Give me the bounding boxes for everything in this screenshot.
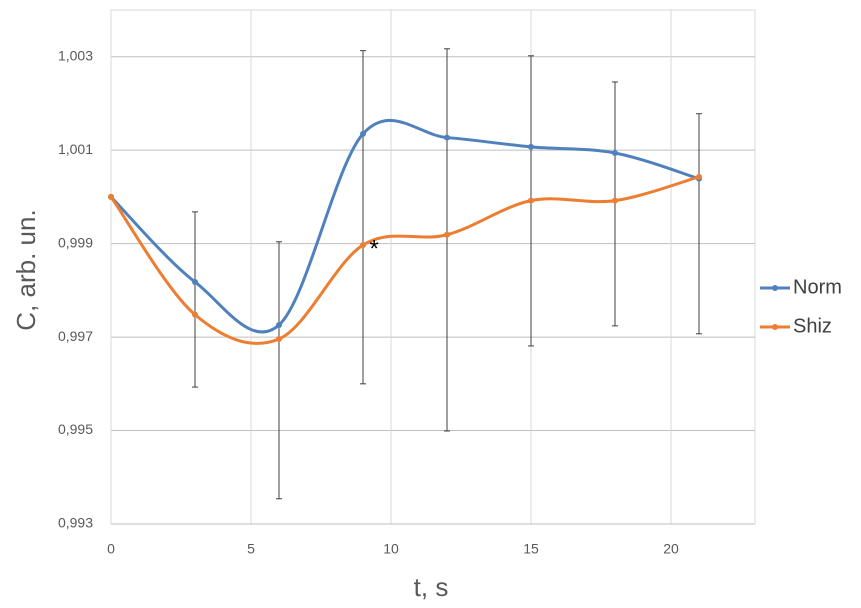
point bbox=[444, 134, 450, 141]
error-bar bbox=[276, 241, 282, 500]
x-tick-label: 5 bbox=[247, 541, 255, 557]
point bbox=[360, 130, 366, 137]
series-line bbox=[109, 119, 700, 334]
point bbox=[360, 242, 366, 249]
x-tick-label: 15 bbox=[523, 541, 539, 557]
series-line bbox=[109, 175, 700, 345]
y-tick-label: 0,995 bbox=[58, 421, 93, 437]
point bbox=[612, 197, 618, 204]
legend-marker bbox=[772, 324, 778, 330]
legend-marker bbox=[772, 285, 778, 291]
point bbox=[192, 278, 198, 285]
x-tick-label: 0 bbox=[107, 541, 115, 557]
point bbox=[612, 149, 618, 156]
error-bar bbox=[192, 211, 198, 388]
y-tick-label: 0,993 bbox=[58, 515, 93, 531]
legend-label: Norm bbox=[793, 276, 842, 298]
legend-label: Shiz bbox=[793, 315, 832, 337]
error-bar bbox=[696, 113, 702, 335]
error-bar bbox=[360, 50, 366, 385]
annotation: * bbox=[370, 235, 379, 262]
point bbox=[108, 193, 114, 200]
error-bar bbox=[612, 81, 618, 327]
y-tick-label: 1,001 bbox=[58, 141, 93, 157]
y-tick-label: 0,997 bbox=[58, 328, 93, 344]
y-tick-label: 0,999 bbox=[58, 234, 93, 250]
point bbox=[276, 321, 282, 328]
point bbox=[696, 173, 702, 180]
x-tick-label: 20 bbox=[663, 541, 679, 557]
point bbox=[444, 231, 450, 238]
point bbox=[528, 143, 534, 150]
y-tick-label: 1,003 bbox=[58, 47, 93, 63]
x-tick-label: 10 bbox=[383, 541, 399, 557]
x-axis-title: t, s bbox=[414, 572, 449, 602]
plot-frame bbox=[110, 9, 756, 525]
point bbox=[276, 335, 282, 342]
error-bar bbox=[444, 48, 450, 432]
y-axis-title: C, arb. un. bbox=[11, 209, 41, 330]
point bbox=[528, 197, 534, 204]
point bbox=[192, 311, 198, 318]
